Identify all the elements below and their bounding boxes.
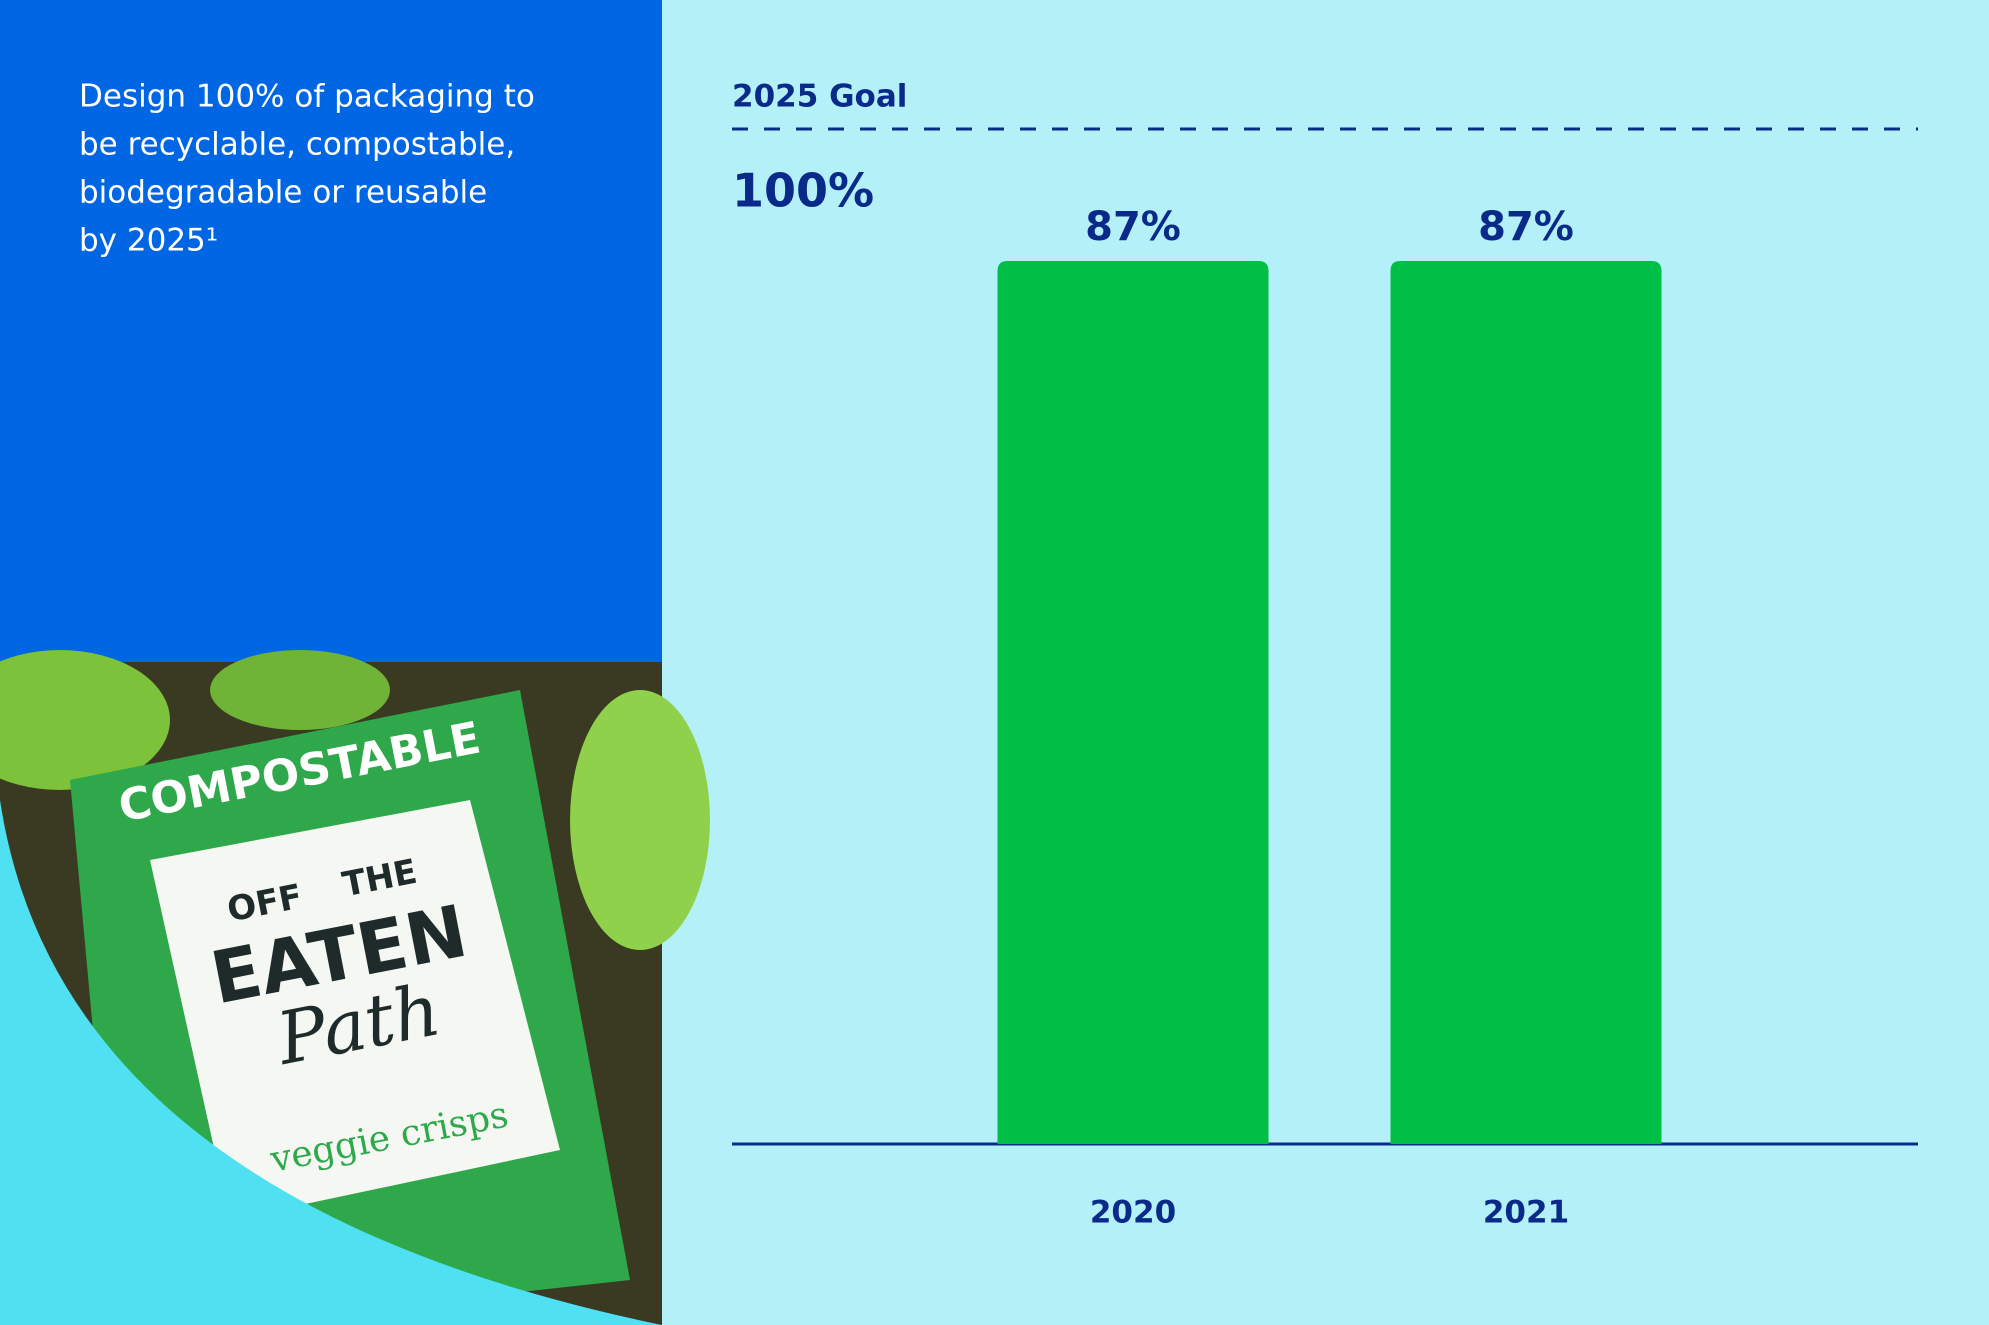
leaf xyxy=(0,650,170,790)
description-line: be recyclable, compostable, xyxy=(79,127,515,163)
bar xyxy=(1390,260,1662,1144)
cyan-curve xyxy=(0,800,662,1325)
value-label: 87% xyxy=(1085,204,1181,250)
value-label: 87% xyxy=(1478,204,1574,250)
leaf xyxy=(210,650,390,730)
bar xyxy=(997,260,1269,1144)
description-line: biodegradable or reusable xyxy=(79,175,487,211)
text-panel xyxy=(0,0,662,662)
description: Design 100% of packaging to be recyclable… xyxy=(79,79,535,259)
goal-label: 2025 Goal xyxy=(732,79,907,115)
description-line: Design 100% of packaging to xyxy=(79,79,535,115)
chart-panel xyxy=(662,0,1989,1325)
photo: COMPOSTABLE OFF THE EATEN Path veggie cr… xyxy=(0,650,710,1325)
y-tick-label: 100% xyxy=(732,164,874,218)
description-line: by 2025¹ xyxy=(79,223,218,259)
x-tick-label: 2021 xyxy=(1483,1195,1569,1231)
bag-label xyxy=(150,800,560,1220)
leaf xyxy=(570,690,710,950)
x-tick-label: 2020 xyxy=(1090,1195,1176,1231)
